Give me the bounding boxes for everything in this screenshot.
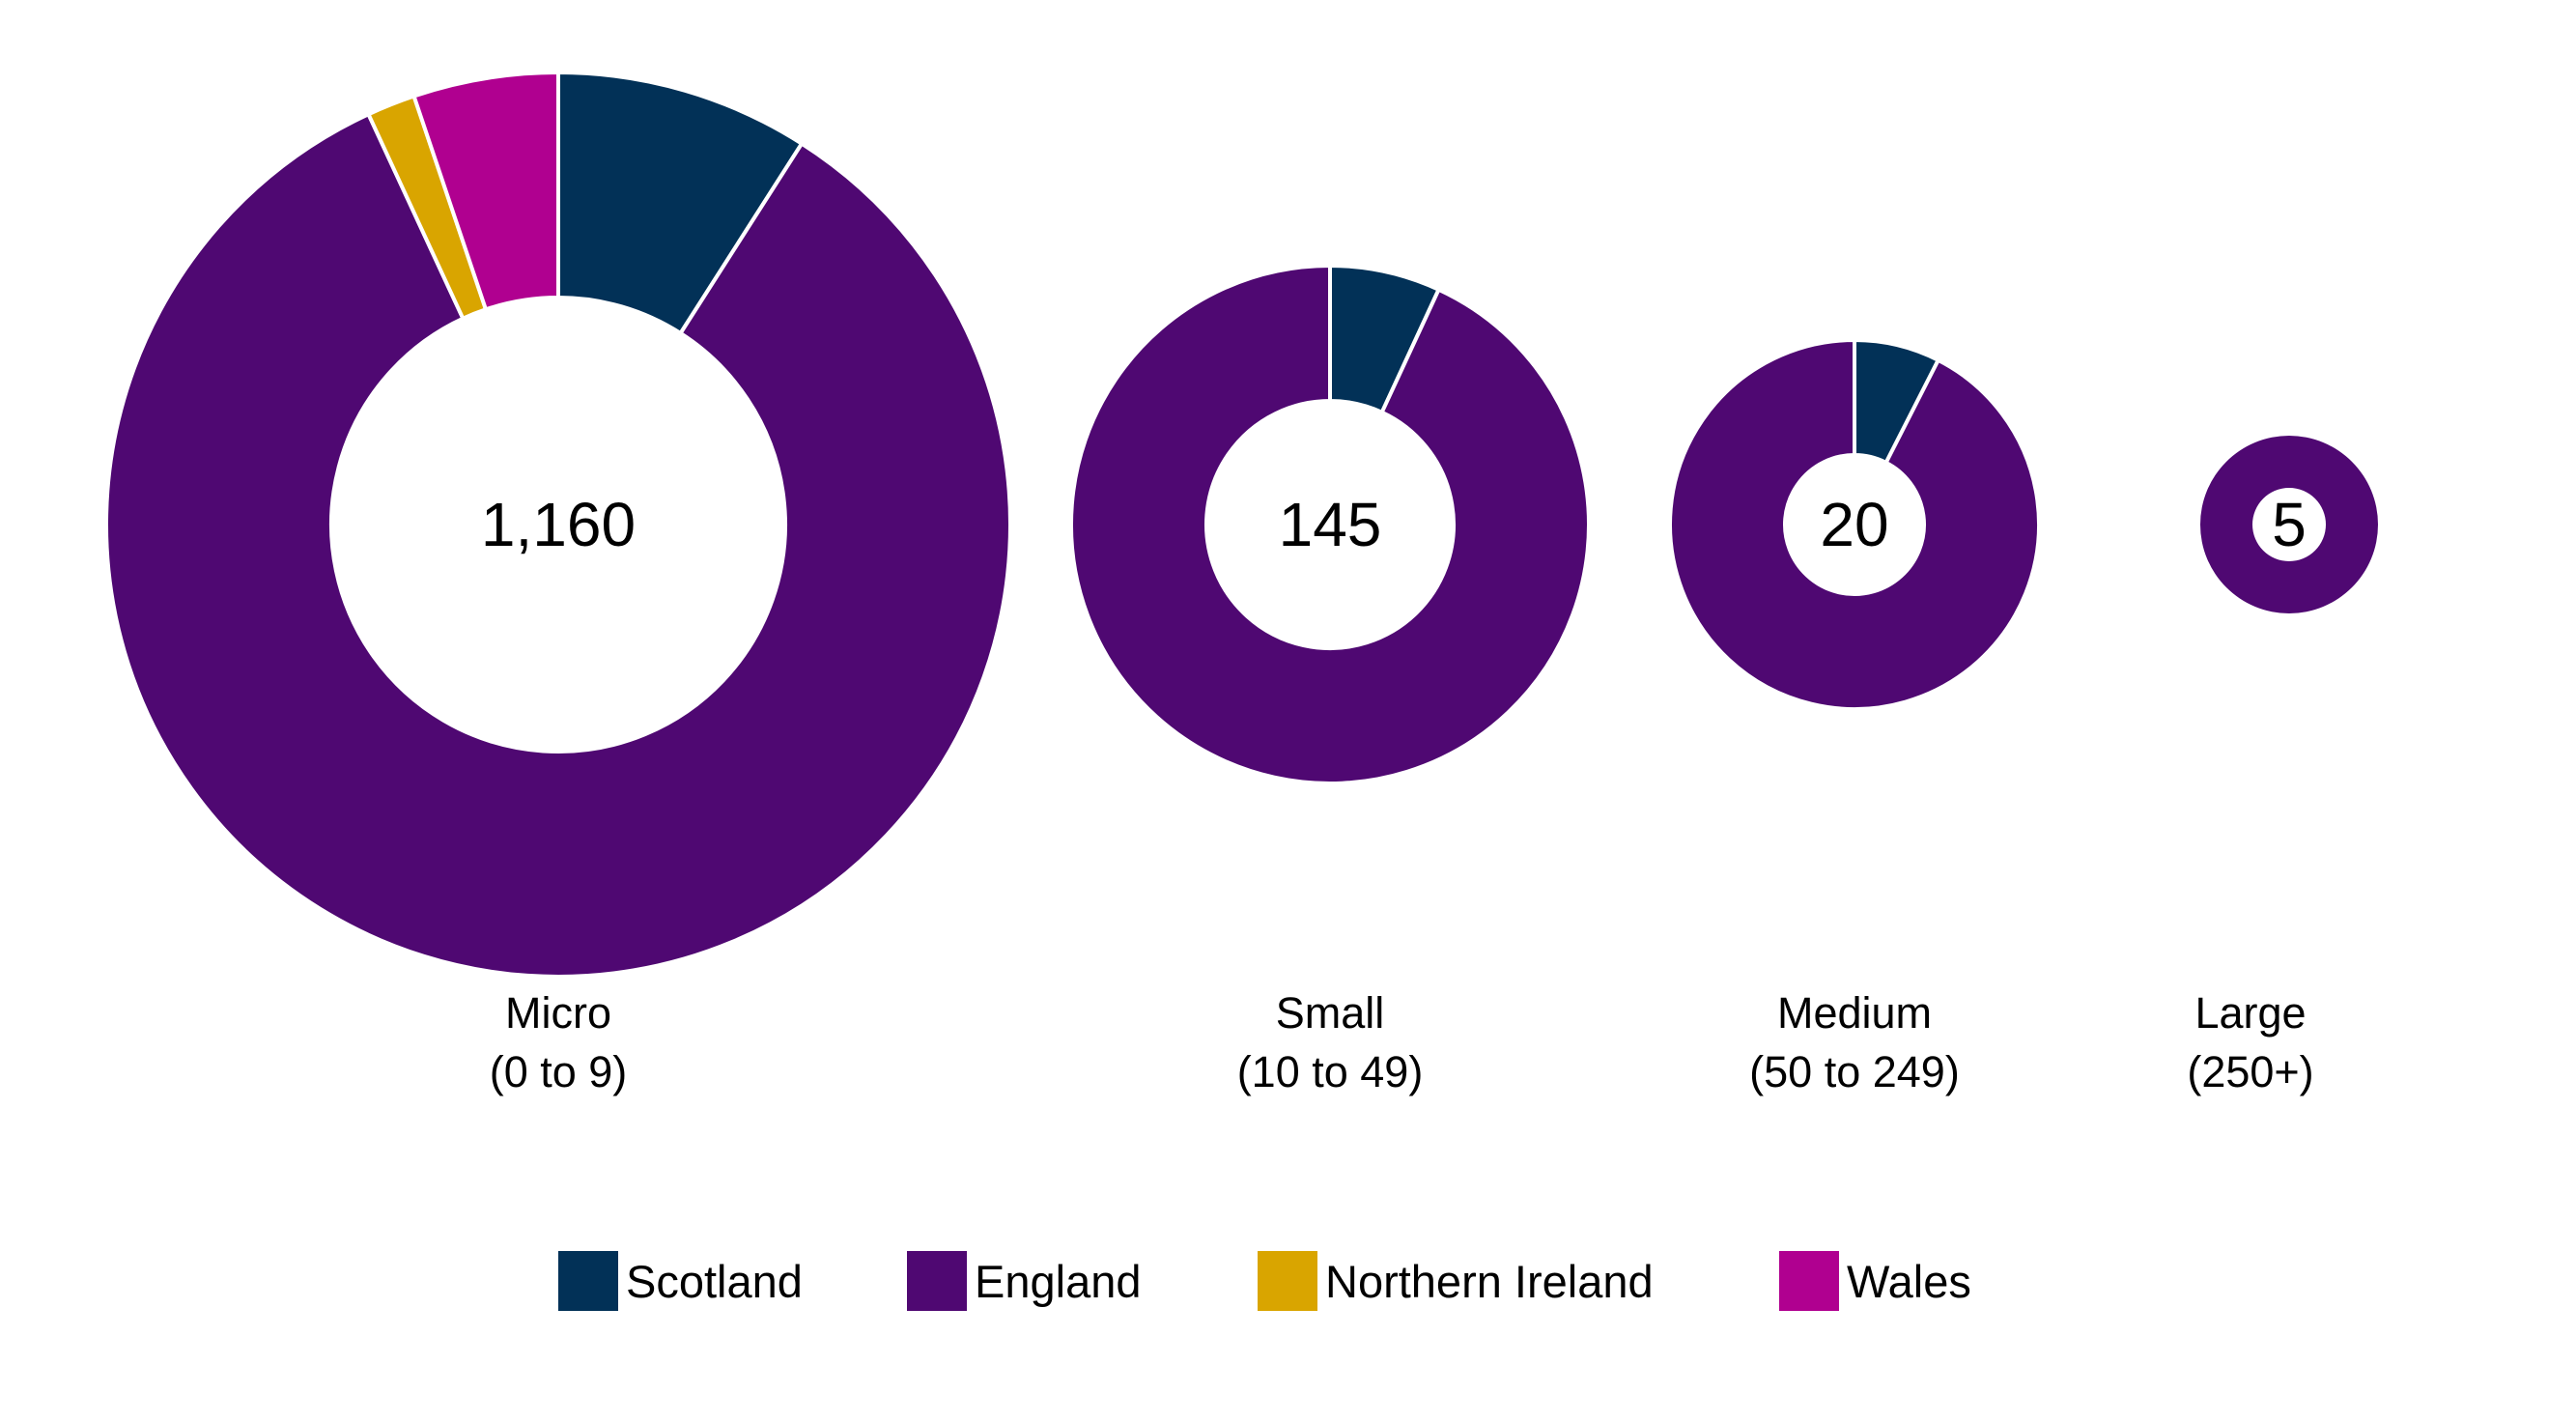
slice-large-england [2200, 436, 2378, 613]
legend-item-scotland: Scotland [558, 1251, 803, 1311]
legend-swatch-wales [1779, 1251, 1839, 1311]
slice-micro-wales [411, 71, 560, 312]
legend-swatch-scotland [558, 1251, 618, 1311]
legend-item-northern-ireland: Northern Ireland [1258, 1251, 1654, 1311]
legend-label-wales: Wales [1847, 1256, 1971, 1307]
donut-total-large: 5 [2272, 490, 2307, 559]
donut-micro: 1,160 [104, 71, 1012, 979]
legend-label-northern-ireland: Northern Ireland [1325, 1256, 1654, 1307]
donut-total-medium: 20 [1820, 490, 1888, 559]
donut-total-small: 145 [1279, 490, 1382, 559]
legend-label-england: England [975, 1256, 1142, 1307]
category-sublabel-small: (10 to 49) [1237, 1047, 1424, 1096]
donut-medium: 20 [1668, 338, 2041, 711]
donut-large: 5 [2200, 436, 2378, 613]
slice-small-england [1069, 264, 1591, 785]
legend-item-england: England [907, 1251, 1142, 1311]
legend-swatch-northern-ireland [1258, 1251, 1317, 1311]
category-label-small: Small [1276, 988, 1385, 1038]
legend-label-scotland: Scotland [626, 1256, 803, 1307]
legend-item-wales: Wales [1779, 1251, 1971, 1311]
category-label-large: Large [2194, 988, 2306, 1038]
donut-small: 145 [1069, 264, 1591, 785]
slice-medium-england [1668, 338, 2041, 711]
category-sublabel-medium: (50 to 249) [1749, 1047, 1960, 1096]
category-label-micro: Micro [505, 988, 611, 1038]
category-sublabel-micro: (0 to 9) [490, 1047, 628, 1096]
donut-total-micro: 1,160 [481, 490, 636, 559]
slice-micro-england [104, 112, 1012, 979]
category-label-medium: Medium [1777, 988, 1932, 1038]
legend-swatch-england [907, 1251, 967, 1311]
category-sublabel-large: (250+) [2187, 1047, 2313, 1096]
legend: Scotland England Northern Ireland Wales [558, 1251, 1971, 1311]
